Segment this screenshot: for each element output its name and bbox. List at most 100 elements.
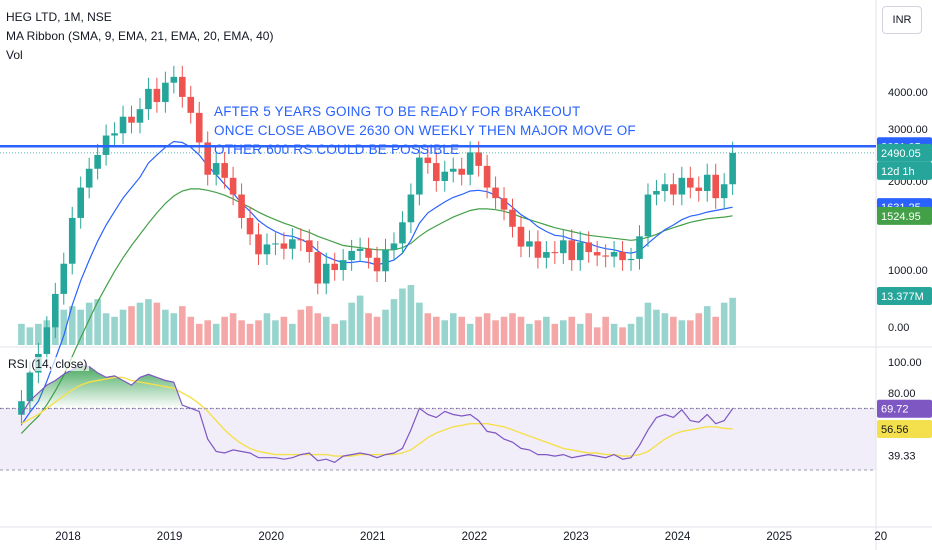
volume-bar	[653, 309, 660, 345]
candle-body	[610, 252, 618, 257]
volume-bar	[272, 320, 279, 345]
price-axis-label-bg	[877, 143, 932, 162]
volume-bar	[187, 316, 195, 345]
rsi-legend[interactable]: RSI (14, close)	[6, 357, 90, 371]
volume-bar	[170, 313, 178, 345]
candle-body	[85, 168, 93, 188]
candle-body	[458, 168, 465, 175]
ma-fast-line	[20, 140, 733, 425]
price-tick-label: 3000.00	[888, 124, 928, 136]
volume-bar	[636, 316, 643, 345]
volume-bar	[695, 313, 703, 345]
rsi-axis-label-bg	[877, 420, 932, 439]
time-tick-label: 2025	[766, 531, 792, 543]
volume-bar	[297, 309, 305, 345]
volume-bar	[221, 316, 228, 345]
candle-body	[77, 187, 84, 218]
volume-bar	[509, 313, 516, 345]
candle-body	[500, 198, 508, 210]
candle-body	[26, 372, 34, 402]
candle-body	[433, 163, 440, 181]
volume-bar	[204, 320, 211, 345]
rsi-tick-label: 39.33	[888, 451, 916, 463]
candle-body	[449, 168, 457, 172]
time-tick-label: 20	[874, 531, 887, 543]
price-tick-label: 1000.00	[888, 265, 928, 277]
volume-bar	[348, 302, 355, 345]
candle-body	[526, 241, 533, 247]
volume-bar	[18, 323, 25, 345]
rsi-tick-label: 80.00	[888, 388, 916, 400]
volume-bar	[289, 323, 296, 345]
volume-bar	[475, 316, 482, 345]
volume-bar	[661, 313, 669, 345]
price-axis-label-bg	[877, 206, 932, 225]
volume-bar	[246, 323, 254, 345]
volume-bar	[68, 306, 76, 345]
volume-bar	[356, 295, 364, 345]
candle-body	[644, 194, 652, 237]
volume-bar	[712, 316, 719, 345]
volume-bar	[416, 302, 423, 345]
candle-body	[560, 240, 567, 254]
candle-body	[661, 184, 669, 192]
candle-body	[695, 187, 703, 192]
volume-bar	[179, 306, 186, 345]
candle-body	[221, 163, 228, 178]
candle-body	[576, 242, 584, 261]
candle-body	[390, 243, 398, 250]
candle-body	[187, 96, 195, 113]
candle-body	[289, 239, 296, 249]
rsi-tick-label: 100.00	[888, 357, 922, 369]
volume-bar	[678, 320, 686, 345]
candle-body	[52, 293, 59, 328]
volume-bar	[627, 323, 635, 345]
candle-body	[509, 209, 516, 227]
volume-bar	[466, 323, 474, 345]
time-tick-label: 2020	[258, 531, 284, 543]
volume-bar	[373, 316, 381, 345]
candle-body	[60, 263, 68, 294]
candle-body	[703, 174, 711, 192]
volume-bar	[238, 320, 245, 345]
volume-bar	[500, 316, 508, 345]
candle-body	[322, 263, 330, 284]
volume-bar	[60, 309, 68, 345]
candle-body	[670, 184, 677, 195]
candle-body	[170, 76, 178, 83]
candle-body	[94, 154, 101, 169]
time-tick-label: 2024	[665, 531, 691, 543]
candle-body	[145, 88, 152, 110]
candle-body	[466, 152, 474, 175]
candle-body	[382, 249, 389, 272]
price-tick-label: 4000.00	[888, 87, 928, 99]
candle-body	[246, 217, 254, 235]
candle-body	[255, 234, 262, 255]
volume-bar	[77, 309, 84, 345]
volume-bar	[229, 313, 237, 345]
symbol-legend[interactable]: HEG LTD, 1M, NSE	[6, 10, 112, 24]
volume-bar	[585, 313, 592, 345]
price-axis-label: 1524.95	[881, 211, 921, 223]
volume-bar	[119, 309, 127, 345]
volume-bar	[255, 320, 262, 345]
candle-body	[627, 258, 635, 261]
volume-bar	[314, 313, 322, 345]
volume-bar	[687, 320, 694, 345]
volume-bar	[382, 309, 389, 345]
candle-body	[297, 239, 305, 241]
volume-bar	[483, 313, 491, 345]
candle-body	[229, 177, 237, 195]
candle-body	[416, 157, 423, 195]
ma-ribbon-legend[interactable]: MA Ribbon (SMA, 9, EMA, 21, EMA, 20, EMA…	[6, 29, 274, 43]
candle-body	[636, 236, 643, 259]
volume-bar	[720, 302, 728, 345]
currency-button[interactable]: INR	[882, 6, 922, 34]
volume-legend[interactable]: Vol	[6, 48, 23, 62]
volume-bar	[610, 323, 618, 345]
candle-body	[179, 76, 186, 97]
candle-body	[272, 243, 279, 245]
candle-body	[68, 217, 76, 264]
volume-bar	[576, 323, 584, 345]
